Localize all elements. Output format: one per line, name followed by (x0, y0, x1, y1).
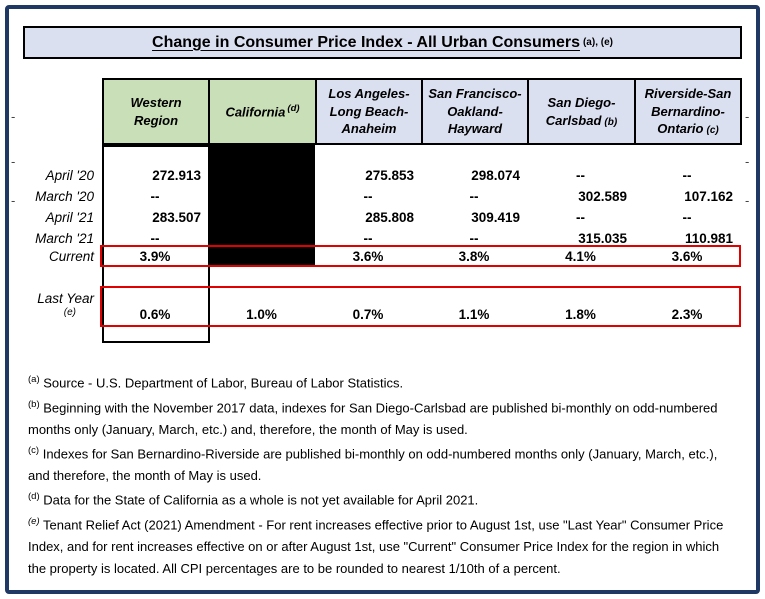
table-cell: -- (576, 168, 585, 183)
footnote-ref-e: (e) (63, 307, 76, 318)
edge-mark: - (745, 193, 750, 208)
row-label: April '21 (45, 210, 94, 225)
table-cell: 3.6% (352, 249, 384, 264)
page-border (5, 5, 760, 594)
table-cell: 110.981 (684, 231, 733, 246)
table-cell: 275.853 (365, 168, 414, 183)
footnote-marker: (e) (28, 516, 40, 528)
table-cell: 3.6% (671, 249, 703, 264)
page-title: Change in Consumer Price Index - All Urb… (152, 33, 580, 51)
title-footnote-refs: (a), (e) (582, 37, 613, 48)
table-cell: 2.3% (671, 307, 703, 322)
edge-mark: - (11, 109, 16, 124)
footnote-marker: (b) (28, 398, 40, 410)
row-label: March '20 (35, 189, 94, 204)
table-cell: -- (469, 231, 479, 246)
footnote-c: (c) Indexes for San Bernardino-Riverside… (28, 440, 736, 486)
table-cell: -- (363, 231, 373, 246)
footnote-marker: (d) (28, 491, 40, 503)
table-cell: 3.9% (139, 249, 171, 264)
row-label-current: Current (48, 249, 94, 264)
row-label: April '20 (45, 168, 94, 183)
row-label: March '21 (35, 231, 94, 246)
table-cell: -- (150, 189, 160, 204)
table-cell: 272.913 (152, 168, 201, 183)
table-cell: 4.1% (565, 249, 596, 264)
edge-mark: - (11, 154, 16, 169)
column-header-label: Riverside-San Bernardino-Ontario (644, 86, 732, 137)
footnote-text: Data for the State of California as a wh… (43, 492, 479, 508)
table-cell: -- (363, 189, 373, 204)
footnote-text: Source - U.S. Department of Labor, Burea… (43, 375, 404, 391)
table-cell: -- (469, 189, 479, 204)
column-header-western-region: Western Region (102, 78, 210, 145)
table-cell: -- (682, 168, 692, 183)
table-cell: 298.074 (471, 168, 520, 183)
footnote-e: (e) Tenant Relief Act (2021) Amendment -… (28, 511, 736, 579)
table-cell: -- (682, 210, 692, 225)
current-row-highlight-box (100, 245, 741, 267)
column-header-label: Western Region (130, 94, 182, 128)
footnote-b: (b) Beginning with the November 2017 dat… (28, 394, 736, 440)
table-cell: 283.507 (152, 210, 201, 225)
table-cell: 107.162 (684, 189, 733, 204)
table-cell: 3.8% (458, 249, 490, 264)
row-label-last-year: Last Year (37, 291, 94, 306)
footnote-text: Beginning with the November 2017 data, i… (28, 400, 718, 437)
column-header-label: San Diego-Carlsbad (545, 94, 616, 128)
footnotes-section: (a) Source - U.S. Department of Labor, B… (28, 369, 736, 579)
table-cell: 0.6% (139, 307, 171, 322)
edge-mark: - (745, 154, 750, 169)
column-header-san-diego: San Diego-Carlsbad (b) (527, 78, 636, 145)
footnote-text: Indexes for San Bernardino-Riverside are… (28, 446, 718, 483)
column-header-label: San Francisco-Oakland-Hayward (428, 86, 522, 137)
footnote-a: (a) Source - U.S. Department of Labor, B… (28, 369, 736, 394)
footnote-d: (d) Data for the State of California as … (28, 486, 736, 511)
footnote-marker: (a) (28, 374, 40, 385)
table-cell: 1.1% (458, 307, 490, 322)
table-cell: -- (576, 210, 585, 225)
footnote-ref-b: (b) (604, 116, 618, 128)
table-cell: 0.7% (352, 307, 384, 322)
column-header-riverside: Riverside-San Bernardino-Ontario (c) (634, 78, 742, 145)
table-cell: 1.8% (565, 307, 596, 322)
footnote-ref-c: (c) (706, 125, 719, 137)
table-cell: 1.0% (246, 307, 277, 322)
column-header-los-angeles: Los Angeles-Long Beach-Anaheim (315, 78, 423, 145)
edge-mark: - (11, 193, 16, 208)
footnote-text: Tenant Relief Act (2021) Amendment - For… (28, 517, 724, 576)
column-header-label: California (225, 103, 286, 119)
table-cell: 302.589 (578, 189, 627, 204)
table-cell: 309.419 (471, 210, 520, 225)
title-bar: Change in Consumer Price Index - All Urb… (23, 26, 742, 59)
column-header-san-francisco: San Francisco-Oakland-Hayward (421, 78, 529, 145)
table-cell: 285.808 (365, 210, 414, 225)
table-cell: 315.035 (578, 231, 627, 246)
column-header-california: California (d) (208, 78, 317, 145)
footnote-marker: (c) (28, 445, 40, 457)
last-year-row-highlight-box (100, 286, 741, 327)
edge-mark: - (745, 109, 750, 124)
column-header-label: Los Angeles-Long Beach-Anaheim (328, 86, 410, 137)
footnote-ref-d: (d) (287, 102, 300, 114)
table-cell: -- (150, 231, 160, 246)
